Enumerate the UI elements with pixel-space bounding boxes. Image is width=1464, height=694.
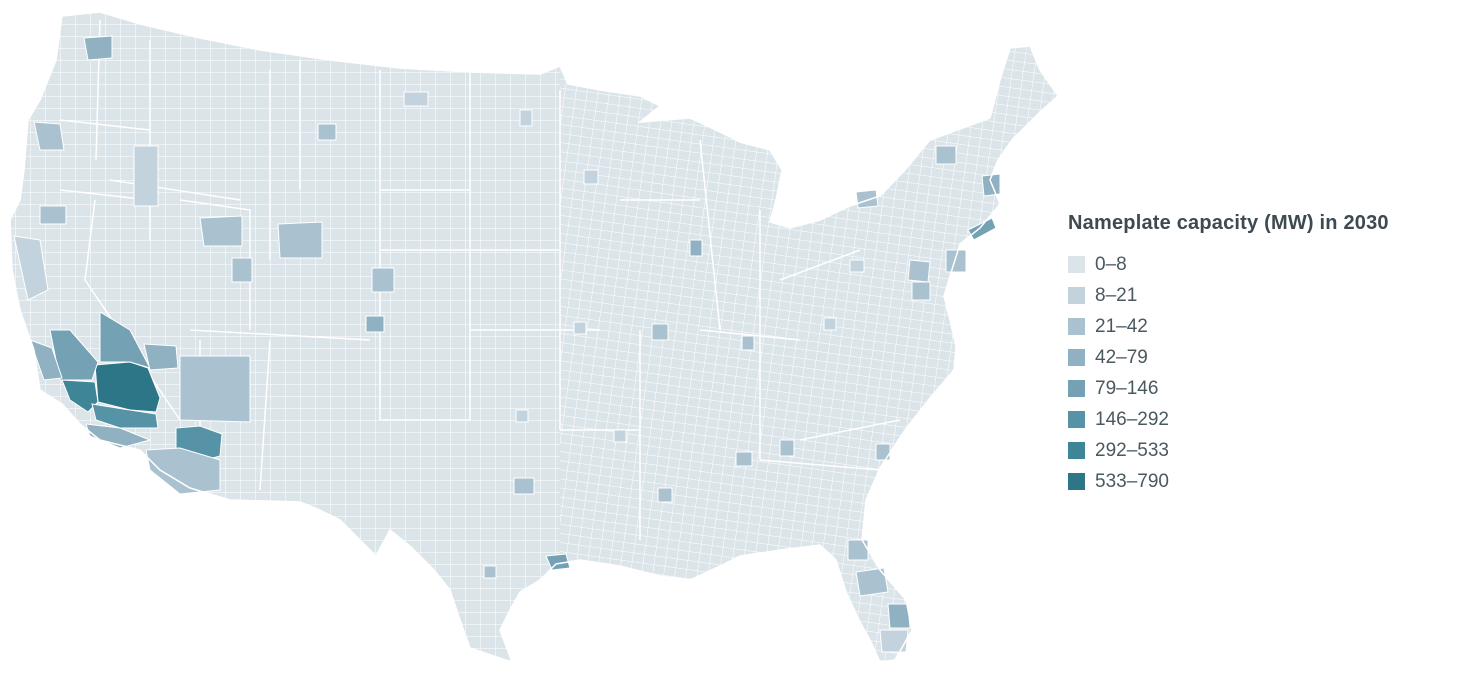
county-shape: [199, 215, 243, 247]
county-shape: [823, 317, 837, 331]
legend-item: 8–21: [1068, 280, 1458, 311]
legend-label: 146–292: [1095, 408, 1169, 430]
county-shape: [779, 439, 795, 457]
us-county-choropleth-map: [9, 11, 1059, 663]
county-shape: [519, 109, 533, 127]
county-shape: [545, 553, 571, 571]
county-shape: [513, 477, 535, 495]
legend-label: 42–79: [1095, 346, 1148, 368]
legend-title: Nameplate capacity (MW) in 2030: [1068, 212, 1389, 234]
county-shape: [907, 259, 931, 283]
legend-swatch: [1068, 411, 1085, 428]
county-shape: [741, 335, 755, 351]
county-shape: [875, 443, 891, 461]
county-shape: [887, 603, 911, 629]
county-shape: [945, 249, 967, 273]
legend-swatch: [1068, 380, 1085, 397]
county-shape: [277, 221, 323, 259]
legend-swatch: [1068, 256, 1085, 273]
legend-item: 79–146: [1068, 373, 1458, 404]
legend-item: 21–42: [1068, 311, 1458, 342]
county-shape: [583, 169, 599, 185]
legend-swatch: [1068, 287, 1085, 304]
legend-swatch: [1068, 318, 1085, 335]
county-shape: [689, 239, 703, 257]
county-shape: [133, 145, 159, 207]
county-shape: [735, 451, 753, 467]
legend-item: 42–79: [1068, 342, 1458, 373]
county-shape: [981, 173, 1001, 197]
county-shape: [13, 235, 49, 301]
legend-item: 292–533: [1068, 435, 1458, 466]
county-shape: [573, 321, 587, 335]
county-shape: [879, 629, 909, 653]
county-shape: [365, 315, 385, 333]
legend-label: 533–790: [1095, 470, 1169, 492]
map-legend: Nameplate capacity (MW) in 2030 0–8 8–21 2…: [1068, 212, 1458, 497]
county-shape: [403, 91, 429, 107]
legend-swatch: [1068, 349, 1085, 366]
county-shape: [371, 267, 395, 293]
county-shape: [855, 189, 879, 209]
county-shape: [651, 323, 669, 341]
county-shape: [83, 35, 113, 61]
county-shape: [613, 429, 627, 443]
legend-swatch: [1068, 473, 1085, 490]
county-shape: [85, 423, 152, 449]
county-shape: [91, 403, 159, 429]
county-shape: [855, 567, 889, 597]
legend-item: 0–8: [1068, 249, 1458, 280]
county-shape: [39, 205, 67, 225]
county-shape: [657, 487, 673, 503]
county-shape: [231, 257, 253, 283]
county-shape: [911, 281, 931, 301]
county-shape: [849, 259, 865, 273]
legend-item: 146–292: [1068, 404, 1458, 435]
highlighted-counties: [13, 35, 1001, 653]
county-shape: [847, 539, 869, 561]
county-shape: [33, 121, 65, 151]
legend-label: 0–8: [1095, 253, 1127, 275]
county-shape: [145, 447, 221, 495]
county-shape: [99, 311, 151, 369]
county-shape: [317, 123, 337, 141]
county-shape: [935, 145, 957, 165]
legend-label: 8–21: [1095, 284, 1138, 306]
legend-item: 533–790: [1068, 466, 1458, 497]
county-shape: [483, 565, 497, 579]
legend-list: 0–8 8–21 21–42 42–79 79–146 146–292 292–533 533…: [1068, 249, 1458, 497]
county-shape: [515, 409, 529, 423]
county-base-grid-east: [560, 12, 1058, 662]
county-shape: [143, 343, 179, 371]
legend-label: 79–146: [1095, 377, 1159, 399]
county-shape: [29, 339, 63, 381]
legend-label: 21–42: [1095, 315, 1148, 337]
legend-swatch: [1068, 442, 1085, 459]
state-borders: [59, 19, 901, 540]
county-shape: [967, 217, 997, 241]
county-shape: [179, 355, 251, 423]
legend-label: 292–533: [1095, 439, 1169, 461]
